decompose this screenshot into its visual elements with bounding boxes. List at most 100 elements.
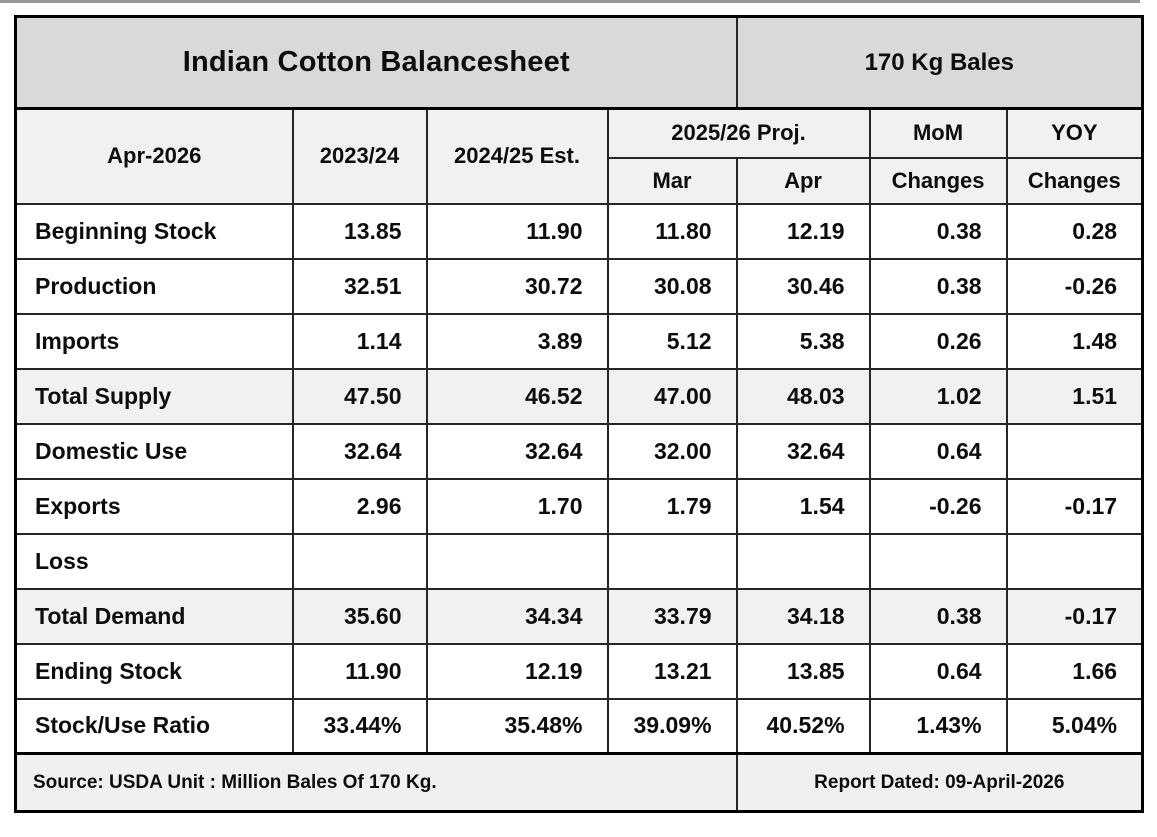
header-row-2: Mar Apr Changes Changes	[16, 156, 1144, 205]
cell-value: 0.26	[868, 312, 1008, 370]
title-row: Indian Cotton Balancesheet 170 Kg Bales	[14, 15, 1144, 110]
row-label: Ending Stock	[14, 642, 294, 700]
table-row-ending-stock: Ending Stock 11.90 12.19 13.21 13.85 0.6…	[14, 642, 1144, 700]
table-row-beginning-stock: Beginning Stock 13.85 11.90 11.80 12.19 …	[14, 202, 1144, 260]
table-row-exports: Exports 2.96 1.70 1.79 1.54 -0.26 -0.17	[14, 477, 1144, 535]
cell-value	[1005, 532, 1144, 590]
cell-value: 39.09%	[606, 697, 738, 755]
cell-value: 40.52%	[735, 697, 871, 755]
cell-value: 5.04%	[1005, 697, 1144, 755]
subheader-mom-changes: Changes	[868, 156, 1008, 205]
row-label: Stock/Use Ratio	[14, 697, 294, 755]
cell-value: 48.03	[735, 367, 871, 425]
table-row-imports: Imports 1.14 3.89 5.12 5.38 0.26 1.48	[14, 312, 1144, 370]
row-label: Loss	[14, 532, 294, 590]
cell-value: 30.08	[606, 257, 738, 315]
row-label: Beginning Stock	[14, 202, 294, 260]
row-label: Production	[14, 257, 294, 315]
cell-value: 3.89	[425, 312, 609, 370]
cell-value: 0.64	[868, 422, 1008, 480]
cell-value: 12.19	[425, 642, 609, 700]
table-row-total-supply: Total Supply 47.50 46.52 47.00 48.03 1.0…	[14, 367, 1144, 425]
cell-value: 1.51	[1005, 367, 1144, 425]
col-header-2023-24: 2023/24	[291, 107, 428, 205]
cell-value: 1.02	[868, 367, 1008, 425]
cell-value: 32.64	[735, 422, 871, 480]
cell-value: 5.38	[735, 312, 871, 370]
cell-value: 47.50	[291, 367, 428, 425]
cell-value: 33.79	[606, 587, 738, 645]
cell-value: 30.72	[425, 257, 609, 315]
col-header-mom: MoM	[868, 107, 1008, 159]
cell-value: 35.60	[291, 587, 428, 645]
cell-value: 33.44%	[291, 697, 428, 755]
subheader-apr: Apr	[735, 156, 871, 205]
cell-value: -0.26	[868, 477, 1008, 535]
cell-value: 1.66	[1005, 642, 1144, 700]
cell-value: 32.00	[606, 422, 738, 480]
table-row-total-demand: Total Demand 35.60 34.34 33.79 34.18 0.3…	[14, 587, 1144, 645]
cell-value: 30.46	[735, 257, 871, 315]
cell-value: 47.00	[606, 367, 738, 425]
cell-value: 32.64	[291, 422, 428, 480]
screen-top-edge	[0, 0, 1140, 3]
cell-value: 35.48%	[425, 697, 609, 755]
row-label: Imports	[14, 312, 294, 370]
cell-value	[868, 532, 1008, 590]
cell-value: 34.18	[735, 587, 871, 645]
cell-value: 1.79	[606, 477, 738, 535]
cell-value: 11.90	[425, 202, 609, 260]
row-label: Domestic Use	[14, 422, 294, 480]
cell-value: -0.17	[1005, 477, 1144, 535]
cell-value: -0.17	[1005, 587, 1144, 645]
footer-source-note: Source: USDA Unit : Million Bales Of 170…	[14, 752, 738, 813]
row-label: Total Supply	[14, 367, 294, 425]
cell-value	[606, 532, 738, 590]
cotton-balancesheet-table: Indian Cotton Balancesheet 170 Kg Bales …	[14, 15, 1145, 813]
col-header-yoy: YOY	[1005, 107, 1144, 159]
cell-value: 34.34	[425, 587, 609, 645]
cell-value	[291, 532, 428, 590]
cell-value: 0.64	[868, 642, 1008, 700]
cell-value: 11.90	[291, 642, 428, 700]
cell-value: 11.80	[606, 202, 738, 260]
table-row-stock-use-ratio: Stock/Use Ratio 33.44% 35.48% 39.09% 40.…	[14, 697, 1144, 755]
col-header-2024-25-est: 2024/25 Est.	[425, 107, 609, 205]
cell-value: -0.26	[1005, 257, 1144, 315]
subheader-yoy-changes: Changes	[1005, 156, 1144, 205]
cell-value: 0.28	[1005, 202, 1144, 260]
row-label: Total Demand	[14, 587, 294, 645]
row-label: Exports	[14, 477, 294, 535]
cell-value: 32.64	[425, 422, 609, 480]
subheader-mar: Mar	[606, 156, 738, 205]
cell-value: 2.96	[291, 477, 428, 535]
cell-value: 12.19	[735, 202, 871, 260]
cell-value: 32.51	[291, 257, 428, 315]
table-row-loss: Loss	[14, 532, 1144, 590]
cell-value: 0.38	[868, 257, 1008, 315]
cell-value: 0.38	[868, 202, 1008, 260]
header-row-1: Apr-2026 2023/24 2024/25 Est. 2025/26 Pr…	[14, 107, 1144, 205]
cell-value: 13.21	[606, 642, 738, 700]
cell-value: 1.48	[1005, 312, 1144, 370]
cell-value	[1005, 422, 1144, 480]
footer-report-date: Report Dated: 09-April-2026	[735, 752, 1144, 813]
cell-value: 13.85	[291, 202, 428, 260]
cell-value: 1.70	[425, 477, 609, 535]
footer-row: Source: USDA Unit : Million Bales Of 170…	[14, 752, 1144, 813]
cell-value: 1.43%	[868, 697, 1008, 755]
unit-header: 170 Kg Bales	[735, 15, 1144, 110]
period-label: Apr-2026	[14, 107, 294, 205]
cell-value	[735, 532, 871, 590]
cell-value: 13.85	[735, 642, 871, 700]
cell-value: 46.52	[425, 367, 609, 425]
cell-value	[425, 532, 609, 590]
cell-value: 5.12	[606, 312, 738, 370]
cell-value: 1.54	[735, 477, 871, 535]
table-row-domestic-use: Domestic Use 32.64 32.64 32.00 32.64 0.6…	[14, 422, 1144, 480]
cell-value: 1.14	[291, 312, 428, 370]
cell-value: 0.38	[868, 587, 1008, 645]
col-header-2025-26-proj: 2025/26 Proj.	[606, 107, 871, 159]
page-title: Indian Cotton Balancesheet	[14, 15, 738, 110]
table-row-production: Production 32.51 30.72 30.08 30.46 0.38 …	[14, 257, 1144, 315]
